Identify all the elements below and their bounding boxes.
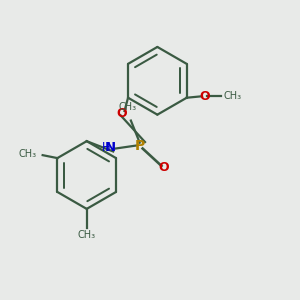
Text: CH₃: CH₃ [78, 230, 96, 240]
Text: H: H [101, 141, 110, 154]
Text: P: P [135, 139, 145, 153]
Text: O: O [199, 90, 210, 103]
Text: CH₃: CH₃ [19, 149, 37, 159]
Text: CH₃: CH₃ [119, 102, 137, 112]
Text: N: N [104, 141, 116, 154]
Text: O: O [117, 107, 128, 120]
Text: CH₃: CH₃ [224, 91, 242, 101]
Text: O: O [158, 161, 169, 174]
